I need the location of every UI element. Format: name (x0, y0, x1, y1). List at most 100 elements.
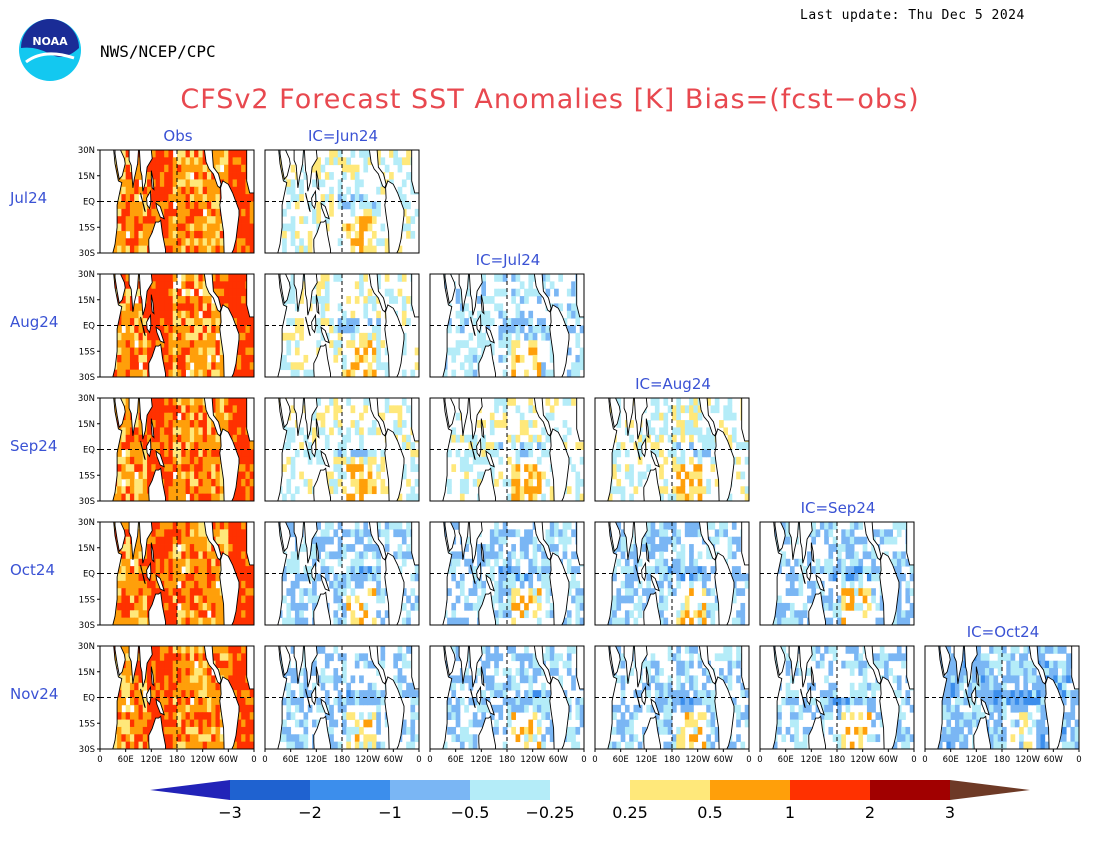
anomaly-cell (380, 412, 386, 421)
anomaly-cell (125, 442, 131, 450)
anomaly-cell (494, 551, 499, 560)
anomaly-cell (337, 617, 343, 625)
landmass (879, 552, 900, 625)
anomaly-cell (290, 362, 296, 371)
anomaly-cell (168, 238, 174, 247)
anomaly-cell (342, 551, 347, 560)
anomaly-cell (307, 456, 313, 465)
anomaly-cell (164, 398, 169, 406)
anomaly-cell (541, 325, 546, 334)
anomaly-cell (489, 573, 495, 582)
anomaly-cell (320, 164, 326, 173)
anomaly-cell (185, 456, 191, 465)
anomaly-cell (198, 566, 204, 574)
anomaly-cell (680, 551, 686, 560)
anomaly-cell (706, 478, 711, 487)
anomaly-cell (697, 471, 703, 480)
anomaly-cell (650, 588, 656, 596)
anomaly-cell (117, 456, 122, 465)
anomaly-cell (824, 595, 829, 604)
anomaly-cell (545, 478, 551, 487)
anomaly-cell (138, 172, 144, 180)
anomaly-cell (282, 573, 287, 582)
anomaly-cell (198, 369, 204, 377)
anomaly-cell (706, 434, 711, 443)
anomaly-cell (789, 580, 795, 589)
anomaly-cell (502, 478, 508, 487)
anomaly-cell (654, 434, 660, 443)
anomaly-cell (245, 354, 251, 363)
anomaly-cell (211, 230, 216, 239)
anomaly-cell (511, 478, 516, 487)
anomaly-cell (455, 325, 461, 334)
anomaly-cell (164, 449, 169, 458)
anomaly-cell (359, 340, 364, 348)
anomaly-cell (241, 471, 246, 480)
anomaly-cell (689, 551, 694, 560)
anomaly-cell (117, 449, 122, 458)
anomaly-cell (320, 310, 326, 319)
anomaly-cell (236, 362, 242, 371)
anomaly-cell (680, 573, 686, 582)
anomaly-cell (142, 434, 148, 443)
anomaly-cell (232, 310, 238, 319)
anomaly-cell (363, 398, 369, 406)
anomaly-cell (346, 186, 351, 195)
anomaly-cell (138, 245, 144, 253)
anomaly-cell (232, 682, 238, 691)
anomaly-cell (616, 449, 622, 458)
anomaly-cell (346, 164, 351, 173)
anomaly-cell (905, 558, 911, 567)
anomaly-cell (333, 340, 339, 348)
anomaly-cell (125, 310, 131, 319)
anomaly-cell (312, 595, 317, 604)
anomaly-cell (354, 325, 360, 334)
anomaly-cell (536, 434, 542, 443)
anomaly-cell (532, 288, 538, 297)
anomaly-cell (138, 354, 144, 363)
anomaly-cell (472, 478, 478, 487)
anomaly-cell (710, 464, 716, 472)
landmass (641, 437, 647, 458)
anomaly-cell (172, 573, 178, 582)
anomaly-cell (397, 412, 403, 421)
anomaly-cell (290, 493, 296, 501)
anomaly-cell (147, 223, 152, 232)
anomaly-cell (181, 617, 186, 625)
anomaly-cell (134, 310, 139, 319)
anomaly-cell (862, 536, 868, 545)
anomaly-cell (451, 551, 457, 560)
anomaly-cell (117, 354, 122, 363)
anomaly-cell (571, 325, 576, 334)
anomaly-cell (168, 245, 174, 253)
anomaly-cell (524, 478, 529, 487)
anomaly-cell (706, 522, 711, 530)
anomaly-cell (676, 617, 681, 625)
anomaly-cell (245, 602, 251, 611)
anomaly-cell (794, 610, 799, 619)
anomaly-cell (241, 310, 246, 319)
anomaly-cell (249, 332, 254, 341)
anomaly-cell (494, 617, 499, 625)
anomaly-cell (744, 580, 749, 589)
anomaly-cell (672, 412, 677, 421)
anomaly-cell (350, 164, 356, 173)
anomaly-cell (346, 318, 351, 326)
anomaly-cell (198, 245, 204, 253)
anomaly-cell (228, 274, 234, 282)
anomaly-cell (841, 580, 846, 589)
anomaly-cell (125, 464, 131, 472)
anomaly-cell (168, 303, 174, 312)
anomaly-cell (528, 595, 534, 604)
anomaly-cell (507, 580, 512, 589)
anomaly-cell (472, 566, 478, 574)
anomaly-cell (202, 588, 208, 596)
anomaly-cell (299, 194, 304, 202)
anomaly-cell (155, 281, 161, 290)
anomaly-cell (236, 668, 242, 676)
anomaly-cell (228, 668, 234, 676)
anomaly-cell (125, 186, 131, 195)
anomaly-cell (706, 588, 711, 596)
anomaly-cell (672, 493, 677, 501)
landmass (480, 294, 485, 315)
